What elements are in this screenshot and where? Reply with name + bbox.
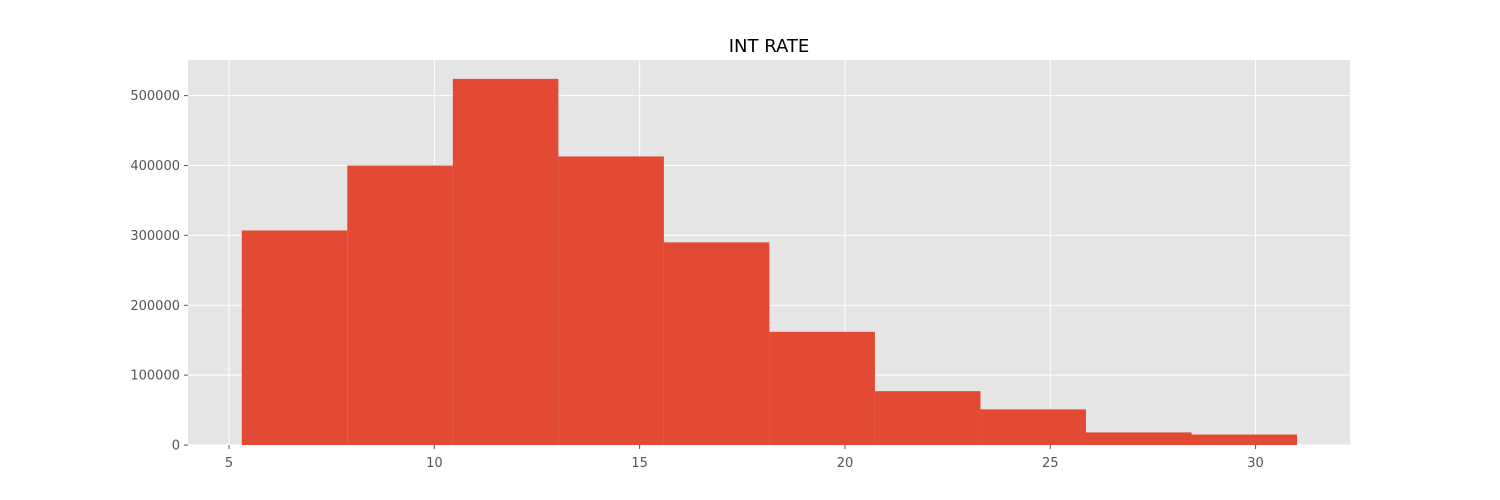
x-tick-label: 25 bbox=[1042, 456, 1059, 471]
histogram-bar bbox=[347, 165, 453, 445]
histogram-bar bbox=[1191, 434, 1298, 445]
x-tick-label: 15 bbox=[631, 456, 648, 471]
x-tick-label: 10 bbox=[426, 456, 443, 471]
histogram-bar bbox=[663, 242, 770, 445]
x-tick-label: 30 bbox=[1247, 456, 1264, 471]
histogram-bar bbox=[241, 230, 348, 445]
histogram-bar bbox=[452, 78, 559, 446]
y-tick-label: 100000 bbox=[130, 369, 180, 384]
y-tick-label: 400000 bbox=[130, 159, 180, 174]
histogram-bar bbox=[558, 156, 664, 445]
y-tick-label: 500000 bbox=[130, 89, 180, 104]
y-tick-label: 200000 bbox=[130, 299, 180, 314]
y-tick-label: 0 bbox=[172, 439, 180, 454]
histogram-bar bbox=[769, 331, 875, 445]
histogram-bar bbox=[980, 409, 1086, 445]
x-tick-label: 20 bbox=[837, 456, 854, 471]
chart-title: INT RATE bbox=[729, 36, 810, 57]
y-tick-label: 300000 bbox=[130, 229, 180, 244]
x-tick-label: 5 bbox=[225, 456, 233, 471]
histogram-bar bbox=[1085, 432, 1192, 445]
axis-ticks: 5 10 15 20 25 30 0 100000 200000 300000 400000 5000… bbox=[130, 89, 1263, 471]
histogram-bars bbox=[241, 78, 1298, 446]
histogram-bar bbox=[874, 391, 981, 445]
